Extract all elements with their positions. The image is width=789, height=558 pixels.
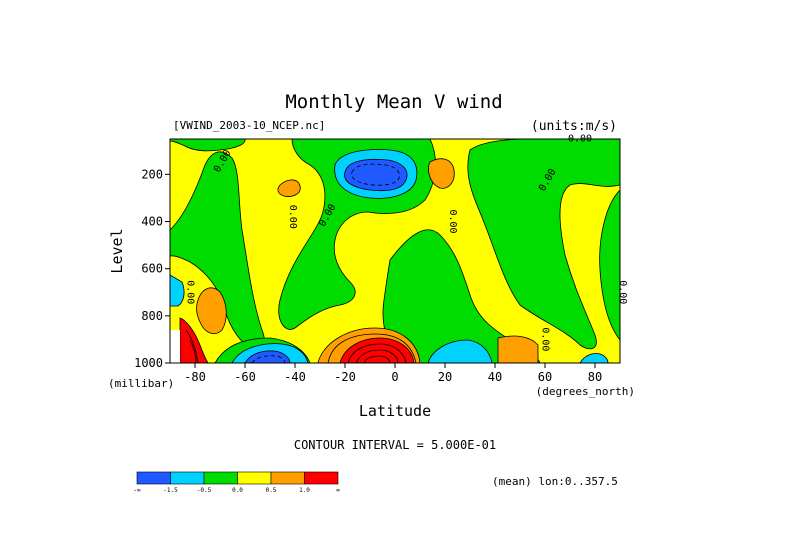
- zero-contour-label: 0.00: [447, 209, 458, 233]
- region-fill-cyan-surface-mid: [427, 339, 493, 363]
- region-fill-green-right-upper: [467, 139, 620, 350]
- x-tick-label: -40: [284, 370, 306, 384]
- y-axis-title: Level: [108, 228, 126, 273]
- y-axis: 200 400 600 800 1000: [134, 167, 170, 370]
- x-axis-unit: (degrees_north): [536, 385, 635, 398]
- region-fill-cyan-antarctic: [170, 274, 185, 307]
- legend-boundary-label: 0.0: [232, 487, 243, 494]
- negative-contours: [251, 163, 400, 363]
- contour-interval-note: CONTOUR INTERVAL = 5.000E-01: [294, 438, 496, 452]
- x-tick-label: 40: [488, 370, 502, 384]
- x-tick-label: 0: [391, 370, 398, 384]
- y-tick-label: 1000: [134, 356, 163, 370]
- region-fill-missing: [170, 330, 180, 363]
- y-tick-label: 200: [141, 167, 163, 181]
- positive-contour-1: [327, 333, 417, 363]
- dataset-label: [VWIND_2003-10_NCEP.nc]: [173, 119, 325, 132]
- region-fill-green-left: [170, 151, 265, 350]
- region-fill-orange-upper-left: [277, 179, 301, 197]
- y-tick-label: 800: [141, 309, 163, 323]
- legend-boundary-label: -1.5: [163, 487, 178, 494]
- positive-contour-2: [347, 343, 407, 363]
- region-fill-orange-left-lower: [196, 287, 227, 335]
- x-axis: -80 -60 -40 -20 0 20 40 60 80: [184, 363, 602, 384]
- zero-contour-label: 0.00: [540, 327, 551, 351]
- plot-area: [170, 139, 620, 363]
- legend-boundary-label: -∞: [133, 487, 141, 494]
- zero-contour-label: 0.00: [185, 280, 196, 304]
- legend-boundary-label: -0.5: [197, 487, 212, 494]
- mean-longitude-note: (mean) lon:0..357.5: [492, 475, 618, 488]
- negative-contour-surface-left: [251, 355, 286, 363]
- positive-contours: [185, 329, 417, 363]
- x-tick-label: -80: [184, 370, 206, 384]
- positive-contour-4: [363, 355, 391, 363]
- legend-boundary-label: 1.0: [299, 487, 310, 494]
- y-axis-unit: (millibar): [108, 377, 174, 390]
- zero-contour-label: 0.00: [617, 280, 628, 304]
- legend-swatch: [136, 471, 171, 485]
- region-fill-blue-upper: [344, 158, 408, 192]
- x-tick-label: 20: [438, 370, 452, 384]
- region-fill-orange-upper-mid: [428, 158, 455, 189]
- zero-contour-label: 0.00: [287, 205, 298, 229]
- positive-contour-3: [355, 349, 399, 363]
- chart-title: Monthly Mean V wind: [285, 91, 502, 113]
- units-label: (units:m/s): [531, 119, 617, 134]
- x-tick-label: 60: [538, 370, 552, 384]
- negative-contour-upper-inner: [351, 163, 400, 186]
- x-axis-title: Latitude: [359, 402, 431, 420]
- legend-swatch: [270, 471, 305, 485]
- region-fill-blue-surface: [244, 350, 291, 363]
- legend-swatch: [170, 471, 205, 485]
- region-fill-cyan-surface-right: [579, 353, 609, 363]
- x-tick-label: -20: [334, 370, 356, 384]
- region-fill-green-right-edge: [599, 189, 620, 341]
- x-tick-label: 80: [588, 370, 602, 384]
- color-legend: -∞ -1.5 -0.5 0.0 0.5 1.0 ∞: [133, 471, 340, 494]
- legend-swatch: [237, 471, 272, 485]
- positive-contour-antarctic-1: [185, 329, 199, 363]
- y-tick-label: 600: [141, 262, 163, 276]
- x-tick-label: -60: [234, 370, 256, 384]
- legend-swatch: [203, 471, 238, 485]
- region-fill-orange-surface-right: [497, 335, 539, 363]
- region-fill-green-top: [170, 139, 246, 152]
- positive-contour-antarctic-2: [189, 339, 197, 363]
- legend-boundary-label: ∞: [336, 487, 340, 494]
- y-tick-label: 400: [141, 215, 163, 229]
- legend-swatch: [304, 471, 339, 485]
- legend-boundary-label: 0.5: [266, 487, 277, 494]
